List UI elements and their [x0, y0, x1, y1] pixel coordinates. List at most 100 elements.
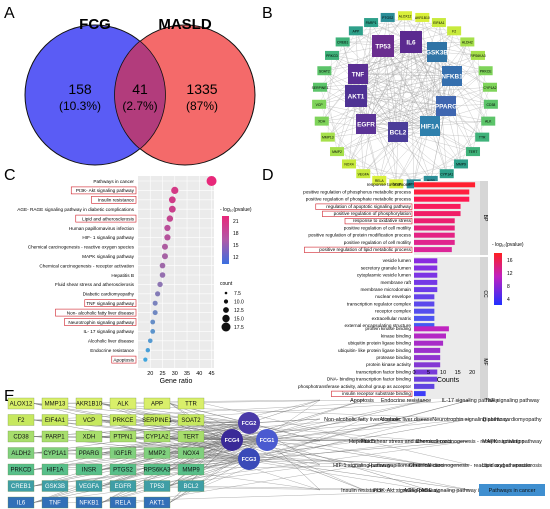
gene-node-label: ALK	[117, 402, 128, 408]
gene-node-label: ALOX12	[10, 402, 33, 408]
dotplot-pathway-label: IL- 17 signaling pathway	[83, 329, 134, 334]
network-node	[314, 116, 329, 126]
network-e-edge	[135, 418, 471, 454]
go-term-label: external encapsulating structure	[345, 323, 412, 328]
dotplot-count-legend-title: count	[220, 281, 233, 287]
network-edge	[397, 104, 491, 133]
network-node-label: AKR1B10	[415, 16, 430, 20]
gene-node	[143, 463, 171, 476]
network-e-edge	[266, 439, 429, 442]
network-e-edge	[135, 440, 471, 487]
gene-node-label: ALDH2	[11, 451, 31, 457]
dotplot-dot	[152, 300, 158, 306]
network-node	[364, 18, 379, 28]
venn-masld-title: MASLD	[158, 16, 211, 33]
gene-node	[75, 414, 103, 426]
go-term-label: membrane microdomain	[360, 287, 411, 292]
go-term-label: positive regulation of cell motility	[344, 240, 412, 245]
pathway-node-label: Alcoholic liver disease	[379, 417, 432, 423]
dotplot-pathway-label: Hepatitis B	[111, 273, 134, 278]
panel-d-go-barchart: D BP CC MF response to hormone positive reg…	[262, 167, 524, 399]
gene-node	[109, 447, 137, 459]
network-node-label: F2	[452, 29, 456, 33]
dotplot-dot	[161, 243, 168, 250]
network-edge	[348, 125, 431, 165]
dotplot-highlight-box	[84, 299, 137, 308]
dotplot-plot-area	[138, 176, 214, 368]
dotplot-highlight-box	[70, 186, 137, 195]
fcg-node	[238, 448, 260, 470]
go-term-label: insulin receptor substrate binding	[342, 391, 411, 396]
gene-node	[41, 463, 69, 476]
network-edge	[355, 30, 453, 77]
gene-node-label: MMP2	[148, 451, 166, 457]
network-e-edge	[33, 436, 250, 460]
dotplot-pathway-label: Human papillomavirus infection	[69, 226, 135, 231]
network-edge	[336, 75, 453, 152]
pathway-node-label: Insulin resistance	[341, 488, 383, 494]
go-term-label: protein kinase activity	[366, 362, 411, 367]
dotplot-dot	[161, 253, 168, 260]
go-term-label: nuclear envelope	[375, 294, 411, 299]
network-e-genes: ALOX12 MMP13 AKR1B10 ALK APP TTR F2 EIF4A1 VCP PR…	[7, 397, 205, 509]
dotplot-dot	[159, 272, 166, 278]
dotplot-pathway-label: Pathways in cancer	[93, 179, 134, 184]
network-node	[320, 132, 335, 142]
go-bar	[414, 203, 461, 209]
go-term-label: regulation of apoptotic signaling pathwa…	[326, 204, 411, 209]
dotplot-pathway-label: Diabetic cardiomyopathy	[83, 292, 135, 297]
network-node	[483, 99, 498, 109]
network-e-edge	[169, 439, 233, 487]
panel-letter-c: C	[4, 167, 16, 184]
gene-node-label: EGFR	[115, 484, 132, 490]
gene-node-label: VEGFA	[79, 484, 99, 490]
network-edge	[342, 17, 423, 43]
network-node	[460, 37, 475, 47]
gene-node	[7, 480, 35, 492]
network-node	[398, 11, 412, 21]
dotplot-size-dot	[224, 291, 228, 295]
dotplot-color-legend-title: - log₁₀(pvalue)	[220, 207, 252, 213]
network-e-edge	[33, 422, 250, 470]
gene-node-label: AKR1B10	[76, 402, 103, 408]
go-color-tick: 12	[507, 271, 513, 277]
go-bar	[414, 294, 435, 300]
gene-node	[41, 480, 69, 492]
go-highlight-box	[315, 203, 413, 210]
network-core-node	[345, 85, 367, 107]
fcg-node-label: FCG1	[260, 438, 275, 444]
go-bar	[414, 182, 476, 188]
network-node	[372, 175, 387, 185]
go-term-label: positive regulation of protein modificat…	[308, 233, 411, 238]
network-core-label: NFKB1	[441, 73, 463, 80]
go-term-label: positive regulation of phosphorus metabo…	[303, 189, 412, 194]
network-core-label: BCL2	[390, 129, 407, 136]
dotplot-x-tick: 45	[208, 371, 214, 377]
dotplot-dot	[155, 291, 161, 297]
gene-node-label: CREB1	[11, 484, 32, 490]
go-x-tick: 15	[455, 370, 461, 376]
network-edge	[318, 30, 356, 105]
network-edge	[355, 95, 414, 184]
go-bar	[414, 225, 455, 231]
network-node	[389, 179, 404, 189]
network-node-label: XDH	[318, 120, 326, 124]
dotplot-pathway-label: Non- alcoholic fatty liver disease	[67, 310, 135, 315]
go-bar	[414, 211, 461, 217]
pathway-node-label: Fluid shear stress and atherosclerosis	[361, 439, 452, 445]
dotplot-color-ticks: 21 18 15 12	[233, 219, 239, 261]
dotplot-size-dot	[221, 322, 231, 332]
dotplot-color-bar	[222, 216, 229, 264]
gene-node-label: EIF4A1	[45, 418, 66, 424]
venn-overlap	[114, 40, 166, 150]
network-core-node	[372, 35, 394, 57]
gene-node	[41, 430, 69, 443]
dotplot-dot	[157, 281, 163, 288]
go-term-label: secretory granule lumen	[361, 265, 412, 270]
gene-node	[143, 397, 171, 410]
network-node	[415, 12, 430, 22]
network-node	[312, 82, 327, 92]
network-edge	[355, 30, 447, 107]
network-core-node	[442, 66, 462, 86]
